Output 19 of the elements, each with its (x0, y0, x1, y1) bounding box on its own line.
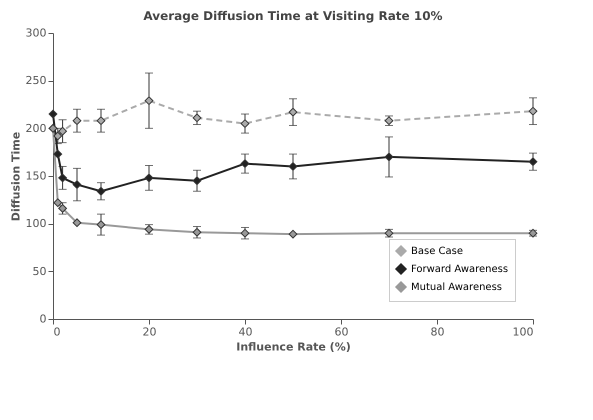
legend-label: Base Case (411, 246, 464, 257)
y-tick-label: 0 (40, 312, 46, 326)
legend-label: Mutual Awareness (411, 282, 502, 293)
y-tick-label: 100 (26, 217, 46, 230)
x-axis-title: Influence Rate (%) (236, 340, 351, 354)
y-tick-label: 250 (26, 74, 46, 88)
legend-label: Forward Awareness (411, 264, 508, 275)
chart-title: Average Diffusion Time at Visiting Rate 10% (143, 9, 443, 23)
y-tick-label: 200 (26, 122, 46, 135)
y-tick-label: 50 (32, 264, 46, 278)
x-tick-label: 20 (142, 326, 156, 338)
y-axis-title: Diffusion Time (10, 132, 23, 222)
x-tick-label: 100 (512, 326, 534, 338)
x-tick-label: 0 (54, 326, 60, 338)
x-tick-label: 60 (334, 326, 348, 338)
x-tick-label: 80 (430, 326, 444, 338)
y-tick-label: 150 (26, 170, 46, 182)
y-tick-label: 300 (26, 26, 46, 40)
x-tick-label: 40 (238, 326, 252, 338)
